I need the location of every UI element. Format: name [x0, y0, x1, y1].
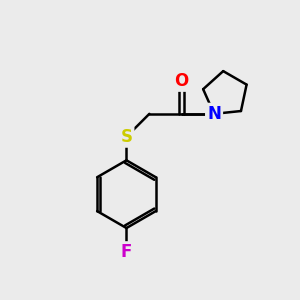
- Text: N: N: [207, 105, 221, 123]
- Text: O: O: [175, 72, 189, 90]
- Text: S: S: [120, 128, 132, 146]
- Text: F: F: [121, 243, 132, 261]
- Text: N: N: [207, 105, 221, 123]
